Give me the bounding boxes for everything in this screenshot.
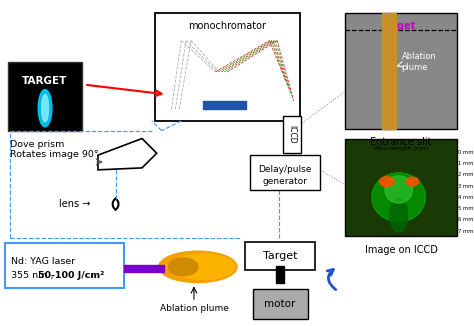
Text: motor: motor [264,299,296,309]
Text: Delay/pulse: Delay/pulse [258,165,312,174]
Text: 355 nm ,: 355 nm , [11,271,56,280]
Ellipse shape [385,176,412,203]
Text: 50-100 J/cm²: 50-100 J/cm² [38,271,104,280]
Bar [276,266,284,284]
Text: 2 mm: 2 mm [458,172,474,177]
Text: Nd: YAG laser: Nd: YAG laser [11,257,75,266]
Text: lens →: lens → [59,199,90,209]
Bar [155,13,300,121]
Text: 4 mm: 4 mm [458,195,474,200]
Ellipse shape [38,90,52,127]
Text: Ablation
plume: Ablation plume [401,52,437,72]
Text: TARGET: TARGET [22,76,68,86]
Polygon shape [98,139,157,170]
Ellipse shape [406,177,419,186]
Text: monochromator: monochromator [188,21,266,31]
Text: 1 mm: 1 mm [458,161,474,166]
Text: ICCD: ICCD [287,125,296,144]
Text: Rotates image 90°: Rotates image 90° [10,150,99,159]
Text: Wavelength (nm): Wavelength (nm) [374,146,428,151]
Bar [203,101,246,109]
Text: Dove prism: Dove prism [10,141,64,149]
Bar [283,116,301,153]
Ellipse shape [380,177,394,186]
FancyBboxPatch shape [250,155,320,190]
Text: generator: generator [263,177,308,186]
Text: 6 mm: 6 mm [458,217,474,222]
Ellipse shape [171,254,235,280]
Text: Target: Target [263,251,297,261]
Bar [253,289,308,319]
Bar [345,13,457,129]
FancyBboxPatch shape [5,243,124,289]
Ellipse shape [390,198,408,232]
Ellipse shape [372,173,426,222]
Text: Image on ICCD: Image on ICCD [365,245,438,255]
Text: 7 mm: 7 mm [458,229,474,233]
Text: Entrance slit: Entrance slit [370,137,432,147]
Ellipse shape [159,251,237,283]
Text: Ablation plume: Ablation plume [160,304,228,313]
Bar [8,62,82,131]
Bar [345,139,457,236]
Text: 3 mm: 3 mm [458,184,474,188]
Text: 0 mm: 0 mm [458,150,474,155]
Bar [124,265,164,272]
Ellipse shape [42,95,48,122]
Ellipse shape [168,258,198,276]
Text: target: target [382,21,416,31]
Bar [382,13,396,129]
Bar [245,242,315,270]
Text: 5 mm: 5 mm [458,206,474,211]
